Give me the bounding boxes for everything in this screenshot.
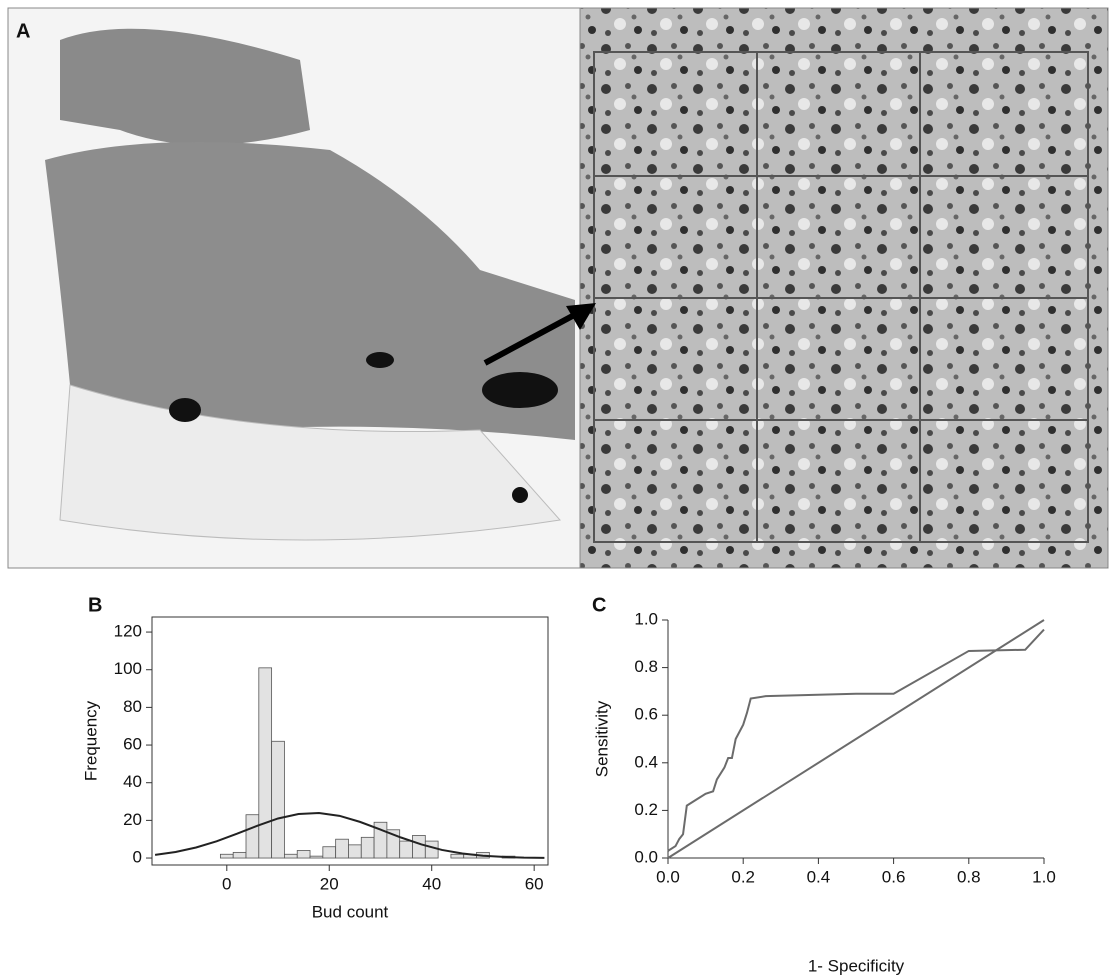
y-tick-label: 60 xyxy=(123,735,142,754)
bar xyxy=(412,835,426,859)
x-tick-label: 0.6 xyxy=(882,867,906,886)
y-tick-label: 0.0 xyxy=(634,847,658,866)
line xyxy=(667,628,1045,852)
bar xyxy=(322,846,337,859)
y-axis-label: Sensitivity xyxy=(592,700,611,777)
x-tick-label: 20 xyxy=(320,874,339,893)
bar xyxy=(271,740,285,859)
x-tick-label: 0.4 xyxy=(807,867,831,886)
bar xyxy=(450,853,465,859)
x-tick-label: 0 xyxy=(222,874,231,893)
x-tick-label: 0.2 xyxy=(731,867,755,886)
bar xyxy=(348,844,362,859)
y-tick-label: 20 xyxy=(123,810,142,829)
panel-a-image: A xyxy=(7,7,1109,569)
line xyxy=(667,619,1045,859)
bar xyxy=(399,840,413,859)
bar xyxy=(219,853,234,859)
normal-curve xyxy=(154,812,545,859)
y-tick-label: 40 xyxy=(123,772,142,791)
plot-frame xyxy=(151,616,549,866)
y-tick-label: 0.2 xyxy=(634,800,658,819)
bar xyxy=(232,851,247,859)
x-tick-label: 60 xyxy=(525,874,544,893)
x-tick-label: 0.0 xyxy=(656,867,680,886)
y-tick-label: 0.4 xyxy=(634,752,658,771)
x-axis-label: Bud count xyxy=(312,902,389,921)
x-tick-label: 0.8 xyxy=(957,867,981,886)
bar xyxy=(296,850,311,859)
y-axis-label: Frequency xyxy=(81,700,100,781)
bar xyxy=(309,855,324,859)
bar xyxy=(284,853,298,859)
x-tick-label: 40 xyxy=(422,874,441,893)
y-tick-label: 100 xyxy=(114,659,142,678)
panel-label: C xyxy=(592,594,606,616)
panel-label: A xyxy=(16,20,30,42)
panel-label: B xyxy=(88,594,102,616)
y-tick-label: 0.8 xyxy=(634,657,658,676)
x-axis-label: 1- Specificity xyxy=(808,956,905,975)
y-tick-label: 0 xyxy=(133,848,142,867)
bar xyxy=(335,838,349,859)
bar xyxy=(258,667,273,859)
y-tick-label: 0.6 xyxy=(634,705,658,724)
y-tick-label: 80 xyxy=(123,697,142,716)
y-tick-label: 1.0 xyxy=(634,609,658,628)
bar xyxy=(245,814,260,859)
bar xyxy=(360,836,375,859)
bar xyxy=(424,840,439,859)
y-tick-label: 120 xyxy=(114,622,142,641)
x-tick-label: 1.0 xyxy=(1032,867,1056,886)
